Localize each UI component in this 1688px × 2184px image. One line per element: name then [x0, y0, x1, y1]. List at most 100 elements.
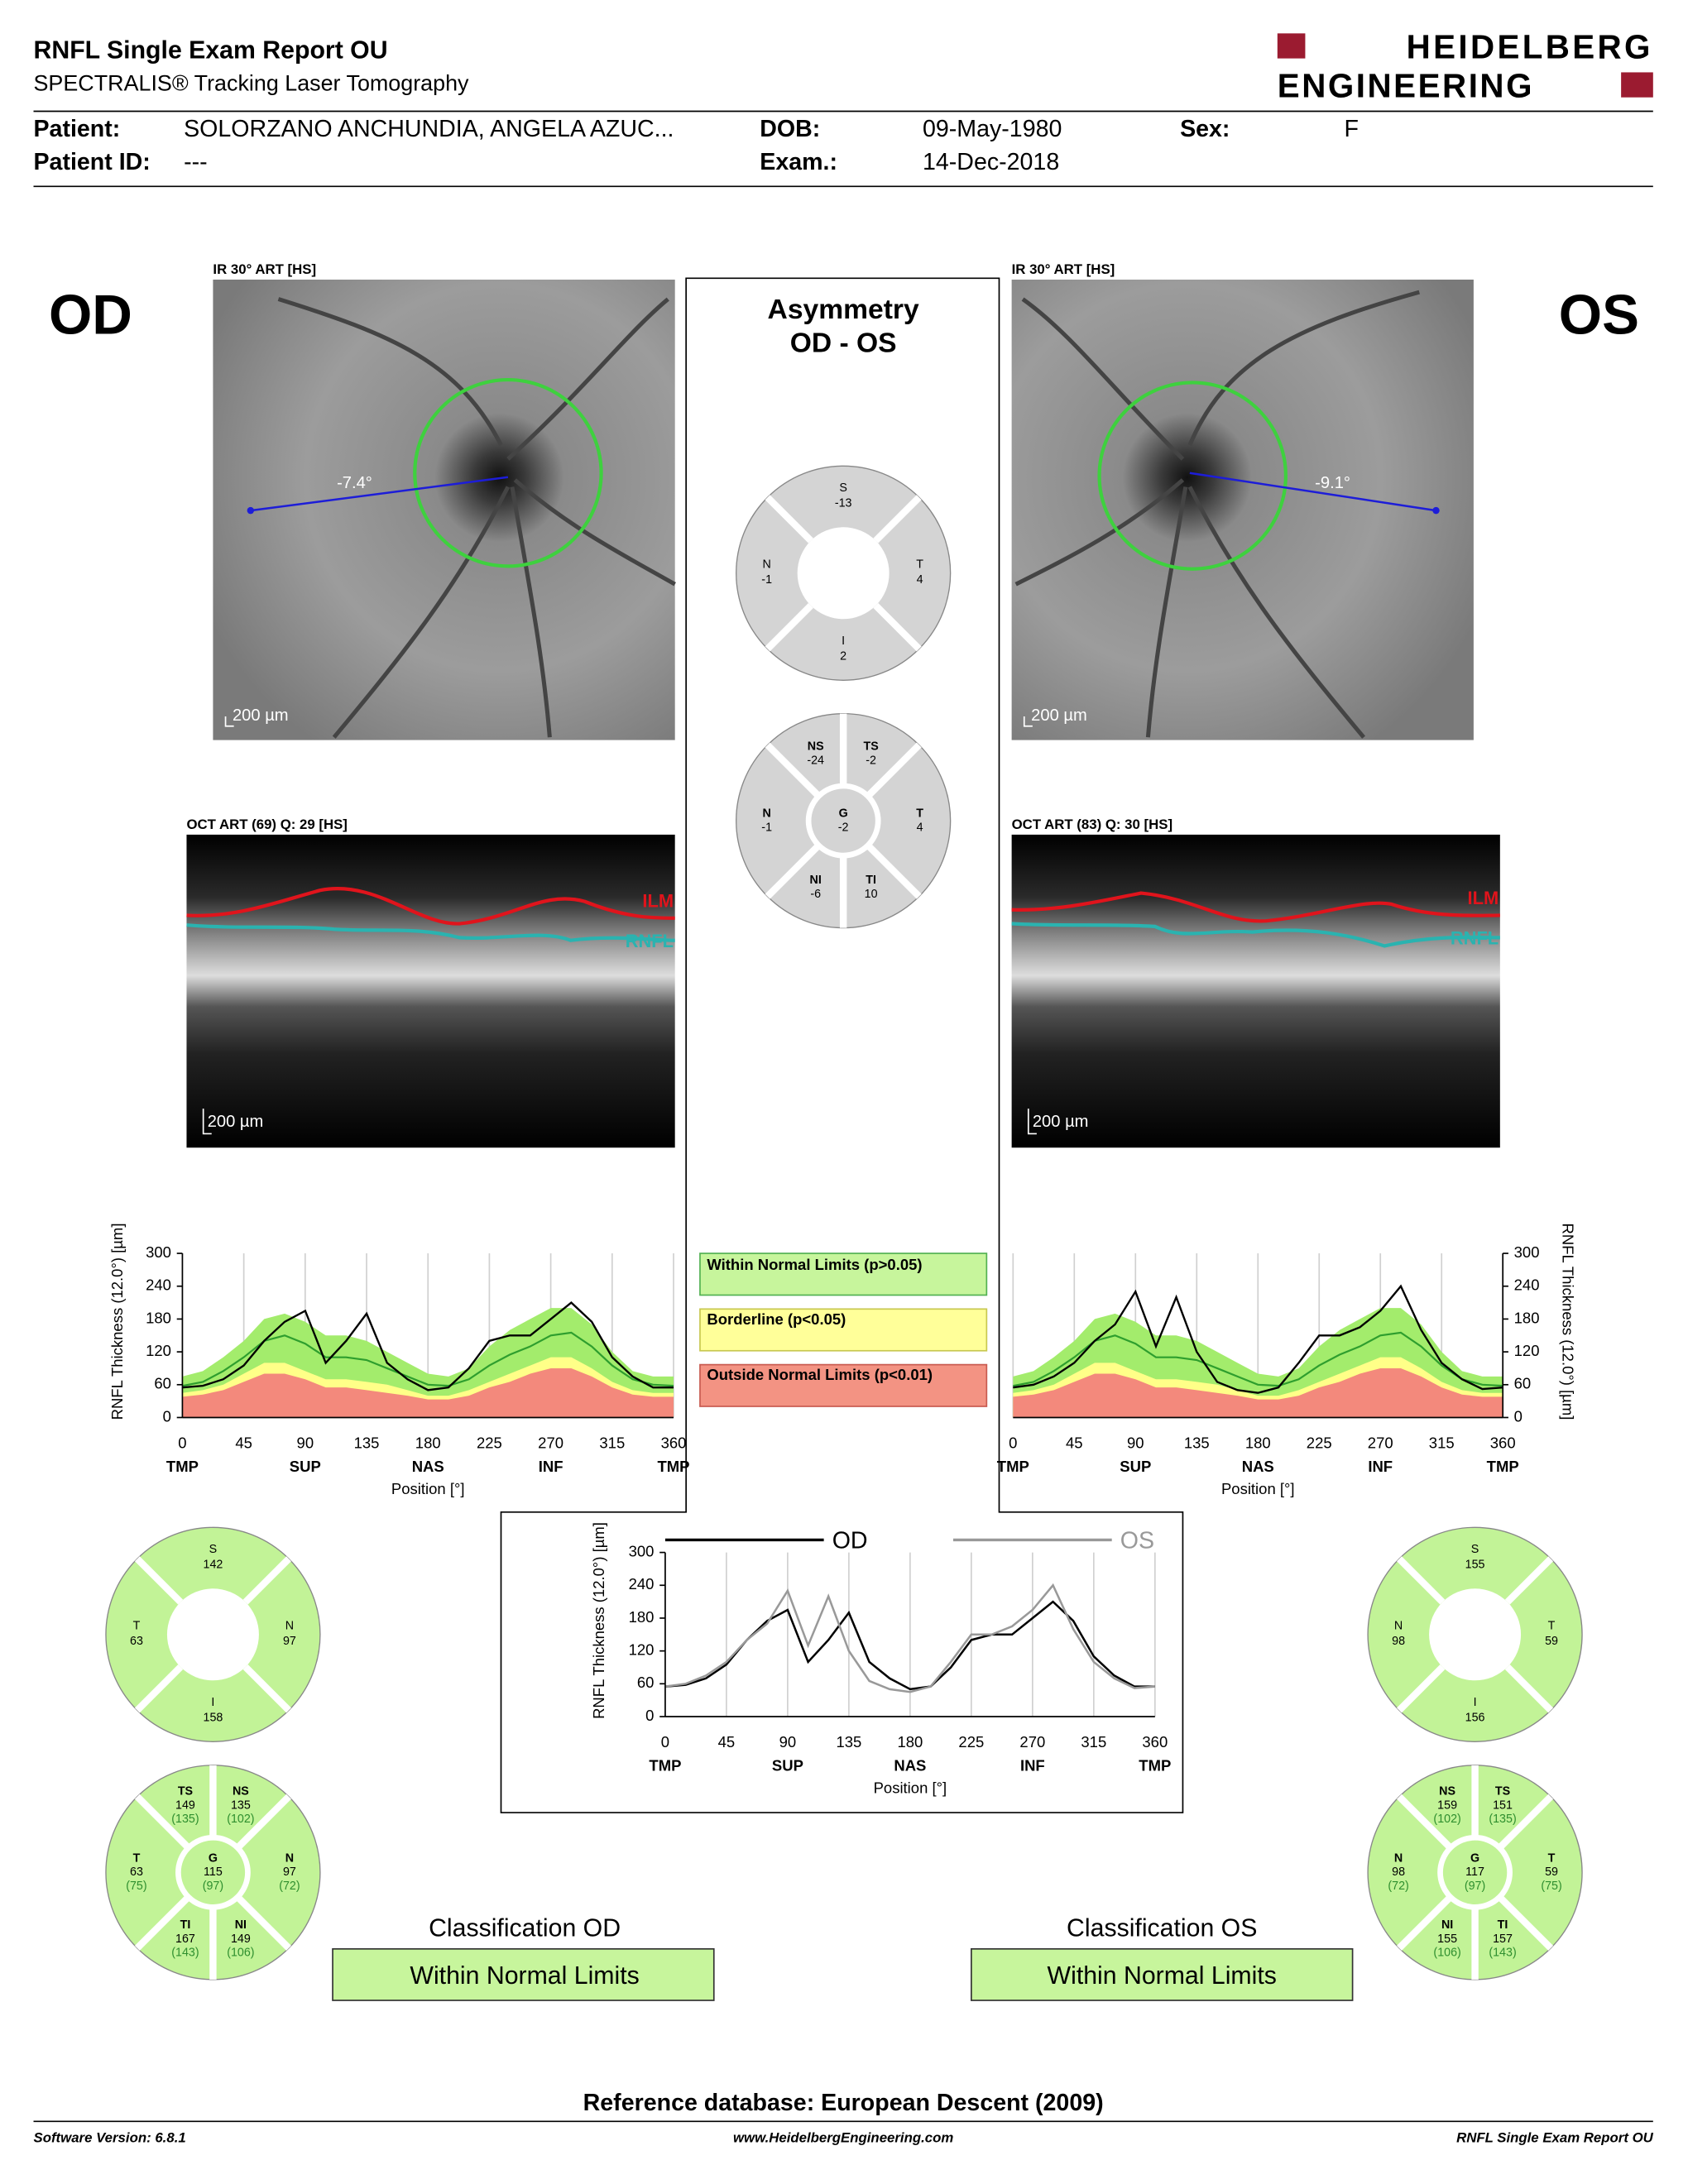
x-tick-label: 135 [354, 1434, 380, 1451]
y-tick-label: 120 [629, 1641, 655, 1659]
sector-value: 156 [1465, 1711, 1485, 1724]
scale-label: 200 µm [208, 1113, 264, 1131]
ilm-label: ILM [642, 890, 674, 911]
x-tick-label: 225 [477, 1434, 502, 1451]
sector-value: 158 [204, 1711, 223, 1724]
sector-value: 59 [1545, 1866, 1558, 1879]
sector-reference: (135) [1489, 1813, 1516, 1826]
x-tick-label: 45 [718, 1733, 736, 1751]
sector-axis-label: SUP [1120, 1458, 1151, 1475]
reference-band [1013, 1367, 1503, 1418]
y-tick-label: 300 [1514, 1243, 1540, 1261]
legend-box [699, 1363, 988, 1407]
footer-text: www.HeidelbergEngineering.com [733, 2130, 953, 2146]
label: DOB: [760, 116, 820, 142]
sector-reference: (72) [279, 1880, 300, 1893]
sector-value: 149 [231, 1933, 251, 1946]
sector-axis-label: TMP [997, 1458, 1029, 1475]
sector-divider [1397, 1894, 1453, 1951]
sector-divider [765, 842, 822, 899]
x-tick-label: 90 [779, 1733, 797, 1751]
y-tick-label: 0 [1514, 1407, 1523, 1425]
sector-divider [865, 742, 922, 799]
fundus-image [213, 279, 675, 740]
sector-axis-label: INF [539, 1458, 563, 1475]
image-label: OCT ART (69) Q: 29 [HS] [186, 817, 347, 832]
scale-label: 200 µm [233, 706, 289, 725]
sector-reference: (143) [1489, 1947, 1516, 1960]
legend-label: OD [832, 1528, 868, 1554]
sector-axis-label: NAS [894, 1757, 926, 1774]
sector-reference: (102) [227, 1813, 254, 1826]
fovea-point [247, 506, 255, 515]
y-tick-label: 120 [1514, 1342, 1540, 1359]
scale-bar [1027, 1109, 1037, 1135]
sector-divider [1497, 1794, 1554, 1851]
sector-center [805, 783, 881, 859]
sector-divider [134, 1664, 184, 1713]
y-tick-label: 60 [154, 1375, 171, 1392]
y-axis-label: RNFL Thickness (12.0°) [µm] [590, 1522, 607, 1719]
y-tick-label: 300 [146, 1243, 171, 1261]
sector-axis-label: TMP [649, 1757, 681, 1774]
x-tick-label: 270 [1019, 1733, 1045, 1751]
classification-box [971, 1947, 1354, 2001]
sector-value: 98 [1392, 1866, 1405, 1879]
x-tick-label: 270 [1368, 1434, 1393, 1451]
x-tick-label: 360 [1490, 1434, 1516, 1451]
ilm-label: ILM [1468, 888, 1499, 908]
ilm-line [1011, 891, 1500, 923]
sector-reference: (72) [1388, 1880, 1408, 1893]
sector-value: 63 [130, 1866, 143, 1879]
footer-text: Software Version: 6.8.1 [34, 2130, 186, 2146]
y-tick-label: 180 [629, 1608, 655, 1626]
y-tick-label: 240 [629, 1575, 655, 1592]
logo-text: HEIDELBERG [1407, 28, 1653, 66]
sector-axis-label: NAS [412, 1458, 444, 1475]
value: F [1345, 116, 1359, 142]
value: 09-May-1980 [923, 116, 1062, 142]
sector-divider [765, 742, 822, 799]
reference-band [182, 1367, 674, 1418]
sector-center [1429, 1588, 1522, 1681]
y-tick-label: 180 [1514, 1309, 1540, 1326]
label: Sex: [1180, 116, 1230, 142]
y-tick-label: 300 [629, 1542, 655, 1559]
x-tick-label: 360 [661, 1434, 687, 1451]
sector-value: 97 [283, 1866, 296, 1879]
sector-value: -2 [866, 754, 876, 768]
sector-value: 10 [865, 888, 878, 901]
classification-value: Within Normal Limits [1048, 1962, 1277, 1990]
sector-name: G [1470, 1851, 1479, 1865]
sector-divider [1497, 1894, 1554, 1951]
panel-subtitle: OD - OS [790, 328, 897, 358]
image-label: IR 30° ART [HS] [213, 261, 316, 277]
label: Patient ID: [34, 149, 151, 175]
sector-value: -2 [838, 821, 849, 834]
sector-name: T [133, 1851, 141, 1865]
classification-label: Classification OD [429, 1915, 621, 1942]
sector-divider [1397, 1664, 1446, 1713]
x-axis-label: Position [°] [391, 1480, 465, 1497]
sector-reference: (102) [1433, 1813, 1460, 1826]
x-tick-label: 360 [1142, 1733, 1168, 1751]
value: 14-Dec-2018 [923, 149, 1059, 175]
sector-name: N [1394, 1851, 1403, 1865]
sector-name: TS [1495, 1785, 1510, 1798]
sector-name: NS [1439, 1785, 1455, 1798]
vessels [277, 297, 676, 739]
sector-divider [873, 495, 922, 544]
sector-value: 2 [840, 649, 846, 663]
y-tick-label: 0 [645, 1707, 654, 1724]
sector-name: N [1394, 1619, 1403, 1632]
angle-label: -7.4° [337, 474, 372, 492]
logo-mark [1277, 33, 1306, 59]
sector-value: 149 [175, 1798, 195, 1812]
x-axis-label: Position [°] [874, 1779, 947, 1796]
legend-label: OS [1120, 1528, 1154, 1554]
x-tick-label: 90 [1127, 1434, 1144, 1451]
sector-name: S [1471, 1543, 1479, 1556]
x-tick-label: 180 [897, 1733, 923, 1751]
sector-name: NI [235, 1918, 247, 1932]
sector-axis-label: TMP [657, 1458, 689, 1475]
